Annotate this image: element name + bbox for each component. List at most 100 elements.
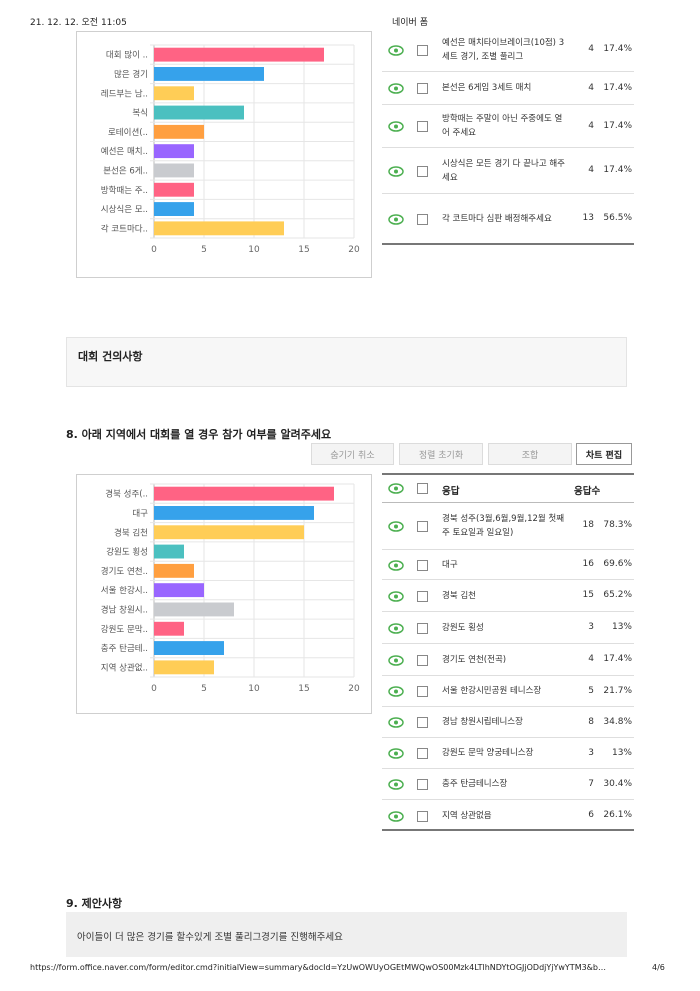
table-row: 경북 김천 15 65.2% (382, 579, 634, 611)
category-label: 경기도 연천.. (101, 566, 148, 577)
response-percent: 17.4% (603, 120, 632, 131)
response-count: 13 (582, 213, 594, 223)
category-label: 방학때는 주.. (101, 185, 148, 196)
row-checkbox[interactable] (417, 779, 428, 790)
eye-icon[interactable] (388, 717, 404, 728)
bar (154, 602, 234, 617)
row-checkbox[interactable] (417, 559, 428, 571)
q8-title: 8. 아래 지역에서 대회를 열 경우 참가 여부를 알려주세요 (66, 428, 332, 441)
response-count: 4 (588, 120, 594, 131)
bar (154, 182, 194, 197)
table-row: 각 코트마다 심판 배정해주세요 13 56.5% (382, 193, 634, 243)
eye-icon[interactable] (388, 810, 404, 822)
category-label: 복식 (132, 109, 148, 119)
response-percent: 17.4% (603, 165, 632, 175)
eye-icon[interactable] (388, 213, 404, 225)
row-checkbox[interactable] (417, 165, 428, 177)
response-text: 시상식은 모든 경기 다 끝나고 해주세요 (442, 158, 565, 183)
response-text: 경남 창원시립테니스장 (442, 717, 523, 727)
edit-chart-button[interactable]: 차트 편집 (576, 443, 632, 465)
q8-chart: 경북 성주(.. 대구 경북 김천 강원도 횡성 경기도 연천.. 서울 한강시.. 경남 … (76, 474, 372, 714)
row-checkbox[interactable] (417, 83, 428, 94)
bar (154, 506, 314, 520)
unhide-button[interactable]: 숨기기 취소 (311, 443, 394, 465)
eye-icon[interactable] (388, 779, 404, 790)
table-row: 방학때는 주말이 아닌 주중에도 열어 주세요 4 17.4% (382, 104, 634, 147)
eye-icon[interactable] (388, 121, 404, 132)
response-percent: 34.8% (603, 716, 632, 727)
table-row: 강원도 문막 양궁테니스장 3 13% (382, 737, 634, 768)
response-count: 4 (588, 82, 594, 93)
eye-icon[interactable] (388, 559, 404, 571)
bar (154, 47, 324, 62)
eye-icon[interactable] (388, 748, 404, 759)
eye-icon[interactable] (388, 686, 404, 697)
bar (154, 144, 194, 159)
bar (154, 486, 334, 501)
response-text: 경북 성주(3월,6월,9월,12월 첫째주 토요일과 일요일) (442, 514, 565, 538)
x-tick-label: 15 (298, 684, 309, 694)
row-checkbox[interactable] (417, 44, 428, 56)
row-checkbox[interactable] (417, 520, 428, 532)
footer-url: https://form.office.naver.com/form/edito… (30, 963, 606, 972)
table-row: 충주 탄금테니스장 7 30.4% (382, 768, 634, 799)
reset-sort-button[interactable]: 정렬 초기화 (399, 443, 483, 465)
select-all-checkbox[interactable] (417, 483, 428, 494)
response-percent: 78.3% (603, 520, 632, 530)
q7-response-table: 예선은 매치타이브레이크(10점) 3세트 경기, 조별 풀리그 4 17.4% 본선… (382, 29, 634, 245)
bar (154, 563, 194, 578)
table-row: 대구 16 69.6% (382, 549, 634, 579)
table-row: 예선은 매치타이브레이크(10점) 3세트 경기, 조별 풀리그 4 17.4% (382, 29, 634, 71)
row-checkbox[interactable] (417, 810, 428, 822)
response-count: 4 (588, 654, 594, 664)
x-tick-label: 20 (348, 684, 360, 694)
row-checkbox[interactable] (417, 686, 428, 697)
category-label: 본선은 6게.. (103, 165, 148, 176)
row-checkbox[interactable] (417, 748, 428, 759)
bar (154, 621, 184, 636)
response-percent: 56.5% (603, 213, 632, 223)
row-checkbox[interactable] (417, 590, 428, 602)
table-row: 강원도 횡성 3 13% (382, 611, 634, 643)
category-label: 시상식은 모.. (101, 204, 148, 215)
bar (154, 221, 284, 236)
category-label: 예선은 매치.. (101, 146, 148, 157)
table-row: 경남 창원시립테니스장 8 34.8% (382, 706, 634, 737)
response-text: 예선은 매치타이브레이크(10점) 3세트 경기, 조별 풀리그 (442, 38, 565, 62)
combine-button[interactable]: 조합 (488, 443, 572, 465)
row-checkbox[interactable] (417, 213, 428, 225)
row-checkbox[interactable] (417, 717, 428, 728)
eye-icon[interactable] (388, 622, 404, 634)
x-tick-label: 10 (248, 684, 260, 694)
bar (154, 163, 194, 178)
q9-answer-text: 아이들이 더 많은 경기를 할수있게 조별 풀리그경기를 진행해주세요 (77, 932, 343, 943)
row-checkbox[interactable] (417, 654, 428, 666)
x-tick-label: 10 (248, 245, 260, 255)
x-tick-label: 20 (348, 245, 360, 255)
header-response: 응답 (442, 486, 460, 497)
response-text: 경기도 연천(전곡) (442, 654, 507, 665)
response-count: 4 (588, 44, 594, 54)
x-tick-label: 5 (201, 684, 207, 694)
eye-icon[interactable] (388, 654, 404, 666)
response-text: 서울 한강시민공원 테니스장 (442, 686, 542, 696)
eye-icon[interactable] (388, 520, 404, 532)
q7-chart: 대회 많이 .. 많은 경기 레드부는 남.. 복식 로테이션(.. 예선은 매치.. 본선… (76, 31, 372, 278)
eye-icon[interactable] (388, 483, 404, 494)
bar (154, 583, 204, 598)
category-label: 각 코트마다.. (101, 223, 148, 234)
eye-icon[interactable] (388, 590, 404, 602)
table-row: 본선은 6게임 3세트 매치 4 17.4% (382, 71, 634, 104)
eye-icon[interactable] (388, 83, 404, 94)
row-checkbox[interactable] (417, 622, 428, 634)
suggestion-section-title: 대회 건의사항 (78, 350, 143, 363)
eye-icon[interactable] (388, 165, 404, 177)
eye-icon[interactable] (388, 44, 404, 56)
category-label: 대회 많이 .. (106, 50, 148, 61)
category-label: 서울 한강시.. (101, 585, 148, 596)
row-checkbox[interactable] (417, 121, 428, 132)
response-text: 지역 상관없음 (442, 810, 492, 821)
response-text: 대구 (442, 559, 458, 570)
response-percent: 17.4% (603, 44, 632, 54)
